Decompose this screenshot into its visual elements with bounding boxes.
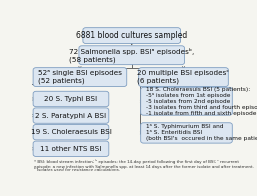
FancyBboxPatch shape xyxy=(83,28,180,44)
Text: 19 S. Choleraesuis BSI: 19 S. Choleraesuis BSI xyxy=(31,129,111,135)
FancyBboxPatch shape xyxy=(33,124,109,140)
Text: ᵃ Isolates used for resistance calculations.: ᵃ Isolates used for resistance calculati… xyxy=(34,168,120,172)
FancyBboxPatch shape xyxy=(33,108,109,123)
Text: 2 S. Paratyphi A BSI: 2 S. Paratyphi A BSI xyxy=(35,113,107,119)
FancyBboxPatch shape xyxy=(33,68,127,86)
Text: 1ᵃ S. Typhimurium BSI and
1ᵃ S. Enteritidis BSI
(both BSI's  occured in the same: 1ᵃ S. Typhimurium BSI and 1ᵃ S. Enteriti… xyxy=(146,124,257,142)
Text: 20 S. Typhi BSI: 20 S. Typhi BSI xyxy=(44,96,97,102)
FancyBboxPatch shape xyxy=(79,46,185,65)
FancyBboxPatch shape xyxy=(141,123,232,143)
Text: * BSI: blood stream infection; ᵇ episodes: the 14-day period following the first: * BSI: blood stream infection; ᵇ episode… xyxy=(34,159,254,169)
Text: 20 multiple BSI episodesᶜ
(6 patients): 20 multiple BSI episodesᶜ (6 patients) xyxy=(137,70,230,84)
Text: 6881 blood cultures sampled: 6881 blood cultures sampled xyxy=(76,31,187,40)
Text: 18 S. Choleraesuis BSI (5 patients):
-5ᵃ isolates from 1st episode
-5 isolates f: 18 S. Choleraesuis BSI (5 patients): -5ᵃ… xyxy=(146,87,257,116)
FancyBboxPatch shape xyxy=(33,141,109,156)
Text: 72 Salmonella spp. BSIᵃ episodesᵇ,
(58 patients): 72 Salmonella spp. BSIᵃ episodesᵇ, (58 p… xyxy=(69,48,194,63)
FancyBboxPatch shape xyxy=(139,68,228,86)
FancyBboxPatch shape xyxy=(33,91,109,107)
Text: 52ᵃ single BSI episodes
(52 patients): 52ᵃ single BSI episodes (52 patients) xyxy=(38,70,122,84)
FancyBboxPatch shape xyxy=(141,87,232,115)
Text: 11 other NTS BSI: 11 other NTS BSI xyxy=(40,146,102,152)
